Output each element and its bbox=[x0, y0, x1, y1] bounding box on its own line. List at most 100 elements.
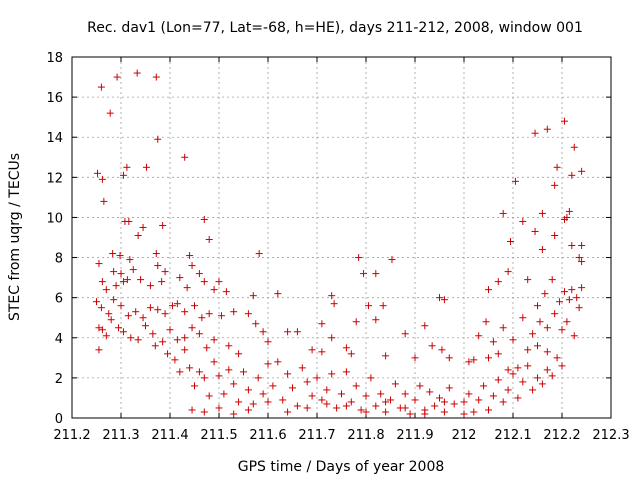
data-point bbox=[98, 278, 106, 286]
data-point bbox=[551, 310, 559, 318]
data-point bbox=[543, 324, 551, 332]
data-point bbox=[494, 278, 502, 286]
data-point bbox=[352, 318, 360, 326]
data-point bbox=[124, 312, 132, 320]
data-point bbox=[362, 392, 370, 400]
y-tick-label: 10 bbox=[46, 211, 63, 226]
data-point bbox=[529, 386, 537, 394]
x-tick-label: 211.3 bbox=[102, 428, 139, 443]
data-point bbox=[119, 171, 127, 179]
data-point bbox=[558, 326, 566, 334]
data-point bbox=[200, 408, 208, 416]
data-point bbox=[328, 292, 336, 300]
data-point bbox=[485, 286, 492, 294]
data-point bbox=[161, 268, 169, 276]
data-point bbox=[551, 181, 559, 189]
data-point bbox=[330, 300, 338, 308]
data-point bbox=[355, 254, 363, 262]
data-point bbox=[109, 250, 117, 258]
data-point bbox=[553, 354, 561, 362]
data-point bbox=[205, 392, 213, 400]
data-point bbox=[132, 308, 140, 316]
plot-frame bbox=[71, 56, 612, 419]
data-point bbox=[308, 346, 316, 354]
data-point bbox=[372, 402, 380, 410]
data-point bbox=[303, 378, 311, 386]
data-point bbox=[119, 278, 127, 286]
data-point bbox=[151, 342, 159, 350]
data-point bbox=[134, 336, 142, 344]
data-point bbox=[274, 358, 282, 366]
x-tick-label: 212.1 bbox=[494, 428, 531, 443]
data-point bbox=[578, 242, 586, 250]
data-point bbox=[553, 163, 561, 171]
data-point bbox=[347, 398, 355, 406]
chart-title: Rec. dav1 (Lon=77, Lat=-68, h=HE), days … bbox=[87, 20, 583, 36]
data-point bbox=[210, 336, 218, 344]
data-point bbox=[105, 310, 113, 318]
data-point bbox=[115, 324, 123, 332]
data-point bbox=[445, 384, 453, 392]
data-point bbox=[123, 163, 131, 171]
data-point bbox=[504, 268, 512, 276]
data-point bbox=[465, 358, 473, 366]
y-tick-label: 2 bbox=[55, 372, 63, 387]
x-tick-labels: 211.2 211.3 211.4 211.5 211.6 211.7 211.8 211.9… bbox=[53, 428, 629, 443]
data-point bbox=[489, 338, 497, 346]
data-point bbox=[436, 294, 443, 302]
data-point bbox=[259, 328, 267, 336]
data-point bbox=[139, 314, 147, 322]
data-point bbox=[401, 330, 409, 338]
data-point bbox=[215, 404, 223, 412]
data-point bbox=[534, 342, 541, 350]
data-point bbox=[142, 163, 150, 171]
data-point bbox=[269, 382, 277, 390]
data-point bbox=[230, 380, 238, 388]
data-point bbox=[255, 250, 263, 258]
data-point bbox=[411, 396, 419, 404]
data-point bbox=[112, 282, 120, 290]
data-point bbox=[470, 408, 478, 416]
data-point bbox=[524, 276, 532, 284]
data-point bbox=[475, 332, 483, 340]
x-tick-label: 211.8 bbox=[347, 428, 384, 443]
data-point bbox=[125, 217, 133, 225]
data-point bbox=[372, 316, 380, 324]
data-point bbox=[558, 362, 566, 370]
data-point bbox=[538, 246, 546, 254]
data-point bbox=[98, 326, 106, 334]
data-point bbox=[543, 125, 551, 133]
data-point bbox=[171, 356, 179, 364]
data-point bbox=[342, 402, 350, 410]
data-point bbox=[176, 368, 184, 376]
data-point bbox=[303, 404, 311, 412]
data-point bbox=[308, 392, 316, 400]
data-point bbox=[152, 250, 160, 258]
data-point bbox=[426, 388, 434, 396]
data-point bbox=[328, 334, 336, 342]
data-point bbox=[445, 354, 453, 362]
data-point bbox=[284, 370, 292, 378]
data-point bbox=[519, 378, 527, 386]
data-point bbox=[575, 304, 583, 312]
data-point bbox=[401, 390, 409, 398]
data-point bbox=[560, 117, 568, 125]
data-point bbox=[188, 406, 196, 414]
data-point bbox=[485, 354, 492, 362]
data-point bbox=[499, 398, 507, 406]
data-point bbox=[534, 374, 541, 382]
data-point bbox=[509, 370, 517, 378]
data-point bbox=[183, 284, 191, 292]
data-point bbox=[485, 406, 492, 414]
x-axis-label: GPS time / Days of year 2008 bbox=[238, 459, 445, 475]
data-point bbox=[575, 254, 583, 262]
data-point bbox=[519, 314, 527, 322]
data-point bbox=[274, 290, 282, 298]
data-point bbox=[200, 374, 208, 382]
data-point bbox=[117, 270, 125, 278]
data-point bbox=[195, 330, 203, 338]
data-point bbox=[298, 364, 306, 372]
data-point bbox=[191, 382, 198, 390]
